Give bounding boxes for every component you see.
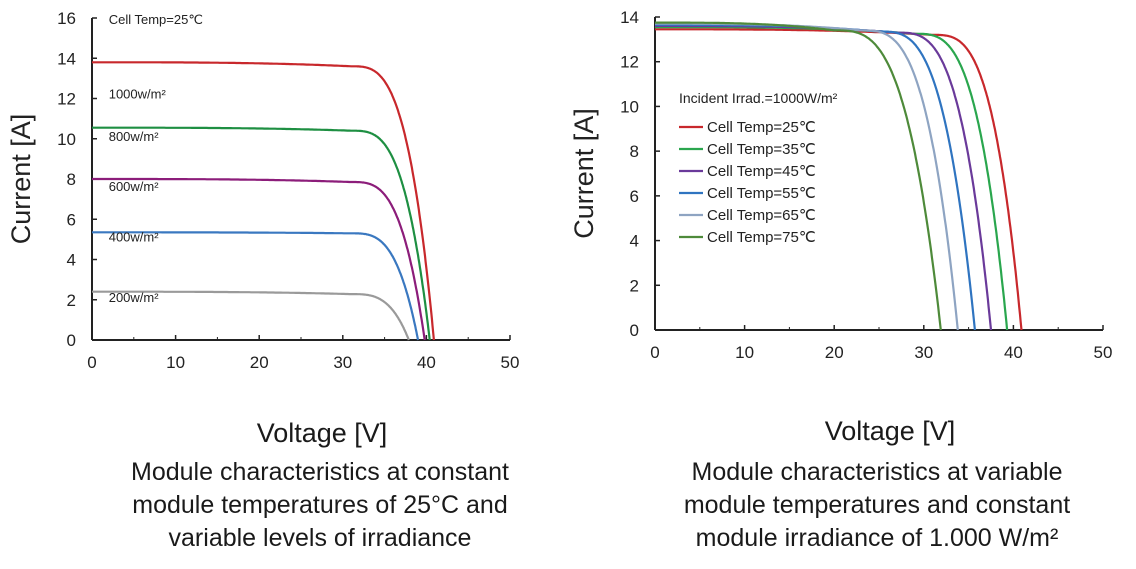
right-caption-line-3: module irradiance of 1.000 W/m² [695, 524, 1059, 552]
left-y-tick-label: 10 [57, 130, 76, 149]
right-legend-title: Incident Irrad.=1000W/m² [679, 90, 838, 106]
left-annotation: 400w/m² [109, 229, 160, 244]
right-legend-label: Cell Temp=45℃ [707, 163, 816, 180]
right-x-tick-label: 30 [914, 343, 933, 362]
right-series-line-3 [655, 24, 993, 331]
left-caption-line-3: variable levels of irradiance [168, 524, 472, 552]
right-y-tick-label: 10 [620, 97, 639, 116]
left-y-tick-label: 12 [57, 90, 76, 109]
left-series-line-1 [92, 61, 435, 341]
left-annotation: 200w/m² [109, 290, 160, 305]
left-y-tick-label: 16 [57, 9, 76, 28]
left-x-tick-label: 20 [250, 353, 269, 372]
right-x-tick-label: 0 [650, 343, 659, 362]
left-series-line-2 [92, 126, 431, 341]
right-y-tick-label: 12 [620, 53, 639, 72]
left-x-tick-label: 40 [417, 353, 436, 372]
left-caption-line-1: Module characteristics at constant [131, 458, 509, 486]
right-x-tick-label: 20 [825, 343, 844, 362]
right-x-tick-label: 50 [1094, 343, 1113, 362]
right-y-axis-label: Current [A] [569, 108, 599, 239]
right-y-tick-label: 8 [630, 142, 639, 161]
right-caption: Module characteristics at variable modul… [618, 456, 1136, 555]
right-legend-label: Cell Temp=35℃ [707, 141, 816, 158]
right-caption-line-2: module temperatures and constant [683, 491, 1071, 519]
left-annotation: 1000w/m² [109, 87, 167, 102]
right-legend-label: Cell Temp=65℃ [707, 207, 816, 224]
right-y-tick-label: 0 [630, 321, 639, 340]
right-x-tick-label: 10 [735, 343, 754, 362]
right-caption-line-1: Module characteristics at variable [691, 458, 1063, 486]
right-y-tick-label: 4 [630, 232, 639, 251]
left-series-line-5 [92, 290, 410, 341]
right-legend-label: Cell Temp=25℃ [707, 119, 816, 136]
left-caption-line-2: module temperatures of 25°C and [132, 491, 508, 519]
left-y-tick-label: 6 [67, 210, 76, 229]
left-y-tick-label: 0 [67, 331, 76, 350]
left-annotation: Cell Temp=25℃ [109, 12, 203, 27]
right-x-tick-label: 40 [1004, 343, 1023, 362]
left-y-tick-label: 14 [57, 49, 76, 68]
right-x-axis-label: Voltage [V] [824, 416, 956, 446]
right-legend-label: Cell Temp=55℃ [707, 185, 816, 202]
left-x-tick-label: 10 [166, 353, 185, 372]
right-series-line-6 [655, 21, 942, 331]
left-x-tick-label: 30 [333, 353, 352, 372]
left-x-tick-label: 0 [87, 353, 96, 372]
right-y-tick-label: 6 [630, 187, 639, 206]
left-series-line-3 [92, 177, 426, 341]
right-y-tick-label: 14 [620, 8, 639, 27]
left-series-line-4 [92, 231, 420, 341]
left-caption: Module characteristics at constant modul… [60, 456, 580, 555]
left-y-axis-label: Current [A] [6, 114, 36, 245]
left-y-tick-label: 4 [67, 251, 76, 270]
left-x-tick-label: 50 [501, 353, 520, 372]
right-legend-label: Cell Temp=75℃ [707, 229, 816, 246]
left-x-axis-label: Voltage [V] [256, 418, 388, 448]
left-y-tick-label: 8 [67, 170, 76, 189]
left-annotation: 800w/m² [109, 129, 160, 144]
left-y-tick-label: 2 [67, 291, 76, 310]
left-annotation: 600w/m² [109, 179, 160, 194]
right-y-tick-label: 2 [630, 276, 639, 295]
